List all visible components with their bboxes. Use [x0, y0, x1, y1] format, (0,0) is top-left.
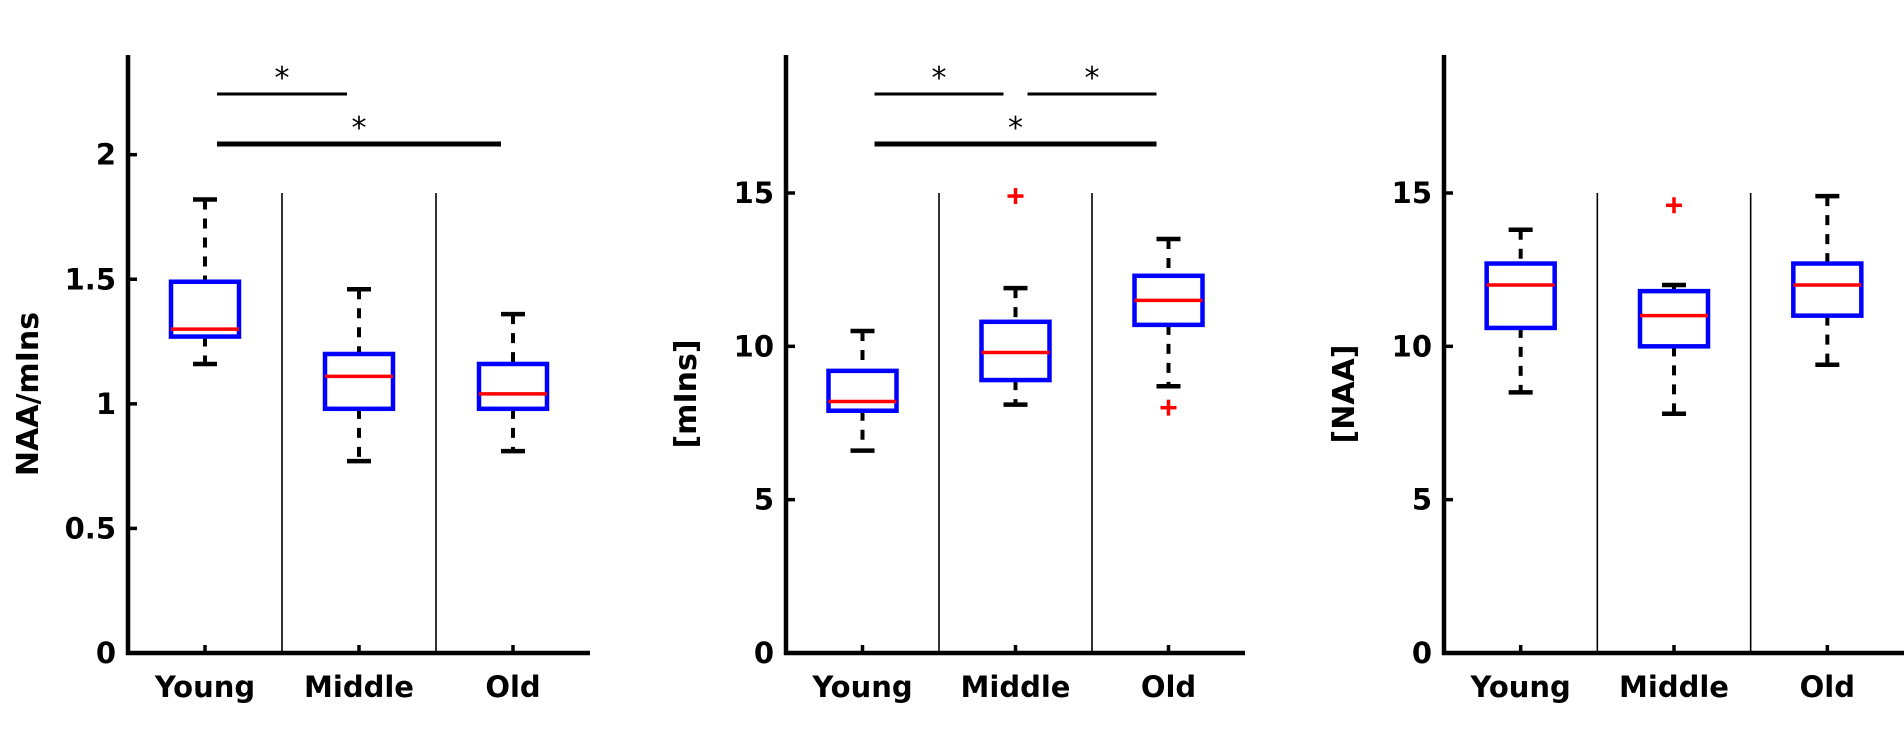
x-tick-label-young: Young: [1470, 670, 1571, 704]
box-old: [1791, 193, 1864, 367]
y-tick-label: 10: [1392, 329, 1432, 363]
outlier-marker: [1160, 399, 1177, 416]
box-iqr: [168, 279, 242, 339]
y-tick-label: 0.5: [65, 511, 116, 545]
box-old: [1132, 236, 1205, 416]
box-young: [168, 197, 242, 367]
y-tick-label: 10: [734, 329, 774, 363]
box-old: [476, 311, 550, 454]
significance-star: *: [1008, 111, 1023, 146]
panel-mins-concentration: [mIns] 0 5 10 15 Young Middle Old * * *: [669, 55, 1245, 704]
x-tick-label-old: Old: [485, 670, 540, 704]
y-tick-label: 15: [734, 176, 774, 210]
box-iqr: [322, 351, 396, 412]
significance-star: *: [352, 111, 367, 146]
significance-star: *: [275, 61, 290, 96]
x-tick-label-old: Old: [1800, 670, 1855, 704]
box-iqr: [826, 368, 899, 413]
significance-young-middle: *: [874, 61, 1004, 96]
x-tick-label-middle: Middle: [1619, 670, 1729, 704]
box-iqr: [1637, 288, 1711, 349]
y-axis-label: [NAA]: [1327, 345, 1362, 444]
x-tick-label-old: Old: [1141, 670, 1196, 704]
y-tick-label: 1: [96, 387, 116, 421]
significance-young-old: *: [874, 111, 1157, 147]
box-iqr: [476, 361, 550, 412]
box-young: [1484, 227, 1557, 395]
x-tick-label-young: Young: [154, 670, 255, 704]
box-iqr: [1791, 261, 1864, 318]
panel-naa-mins-ratio: NAA/mIns 0 0.5 1 1.5 2 Young Middle Old * *: [11, 55, 590, 704]
box-middle: [979, 188, 1052, 407]
box-young: [826, 328, 899, 453]
y-tick-label: 5: [754, 483, 774, 517]
y-tick-label: 0: [1412, 636, 1432, 670]
y-axis-label: [mIns]: [669, 339, 704, 448]
significance-star: *: [1085, 61, 1100, 96]
y-tick-label: 0: [96, 636, 116, 670]
x-tick-label-young: Young: [811, 670, 912, 704]
panel-naa-concentration: [NAA] 0 5 10 15 Young Middle Old: [1327, 55, 1904, 704]
box-middle: [1637, 197, 1711, 417]
box-middle: [322, 286, 396, 464]
box-iqr: [1484, 261, 1557, 331]
outlier-marker: [1007, 188, 1024, 205]
significance-star: *: [932, 61, 947, 96]
significance-young-middle: *: [217, 61, 347, 96]
y-tick-label: 0: [754, 636, 774, 670]
x-tick-label-middle: Middle: [961, 670, 1071, 704]
x-tick-label-middle: Middle: [304, 670, 414, 704]
y-tick-label: 5: [1412, 483, 1432, 517]
significance-young-old: *: [217, 111, 501, 147]
outlier-marker: [1666, 197, 1682, 214]
y-tick-label: 15: [1392, 176, 1432, 210]
y-tick-label: 1.5: [65, 262, 116, 296]
significance-middle-old: *: [1027, 61, 1157, 96]
y-axis-label: NAA/mIns: [11, 312, 46, 476]
y-tick-label: 2: [96, 138, 116, 172]
